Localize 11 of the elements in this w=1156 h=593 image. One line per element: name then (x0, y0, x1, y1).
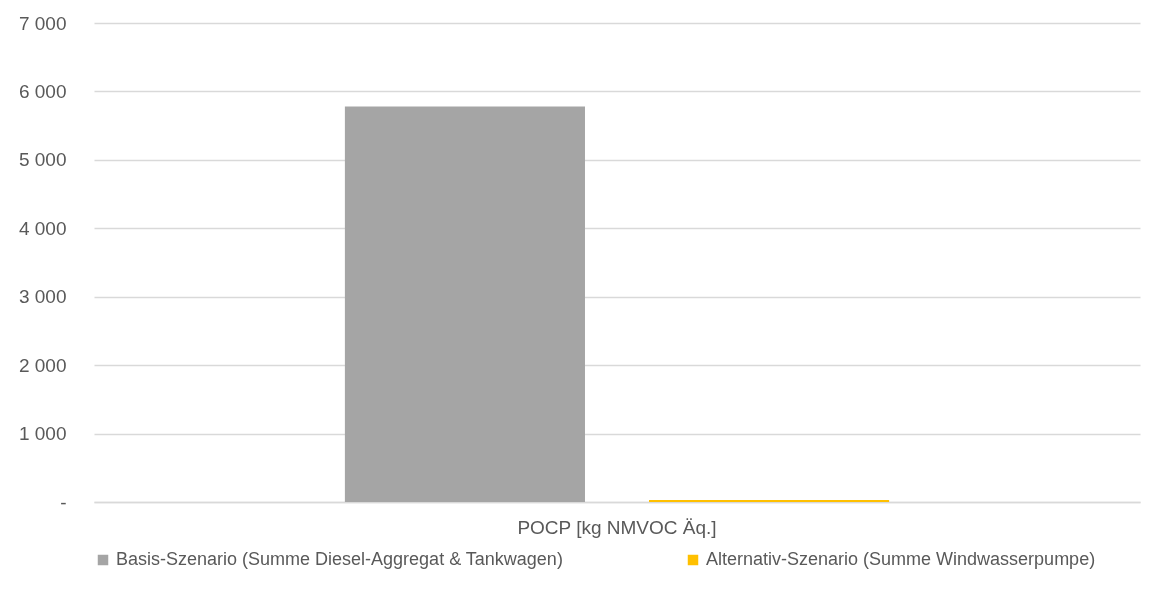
y-tick-label: 2 000 (18, 354, 67, 376)
y-tick-label: 3 000 (18, 286, 67, 308)
y-tick-label: 4 000 (18, 217, 67, 239)
y-tick-label: 1 000 (18, 423, 67, 445)
y-tick-label: 6 000 (18, 80, 67, 102)
y-tick-label: - (60, 491, 67, 513)
y-tick-label: 5 000 (18, 149, 67, 171)
y-tick-label: 7 000 (18, 12, 67, 34)
legend-label: Basis-Szenario (Summe Diesel-Aggregat & Tankwagen) (116, 549, 563, 569)
x-tick-label: POCP [kg NMVOC Äq.] (517, 516, 717, 538)
legend-label: Alternativ-Szenario (Summe Windwasserpumpe) (706, 549, 1096, 569)
